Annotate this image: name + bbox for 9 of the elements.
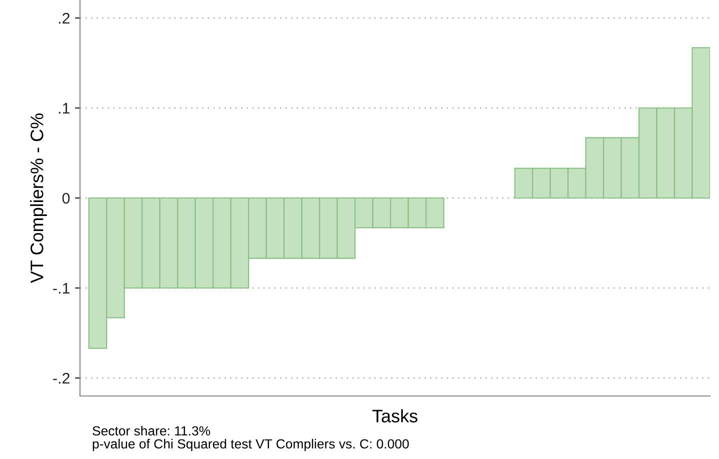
y-axis-title: VT Compliers% - C% xyxy=(30,114,47,284)
y-tick-label: -.1 xyxy=(53,283,70,294)
y-tick-label: .2 xyxy=(58,12,70,24)
text: p-value of Chi Squared test VT Compliers vs. C: 0.000 xyxy=(92,438,409,452)
text: Sector share: 11.3% xyxy=(92,426,210,436)
y-tick-label: -.2 xyxy=(53,372,70,384)
x-axis-title: Tasks xyxy=(372,409,418,422)
y-tick-label: .1 xyxy=(58,103,70,114)
y-tick-label: 0 xyxy=(62,192,70,204)
